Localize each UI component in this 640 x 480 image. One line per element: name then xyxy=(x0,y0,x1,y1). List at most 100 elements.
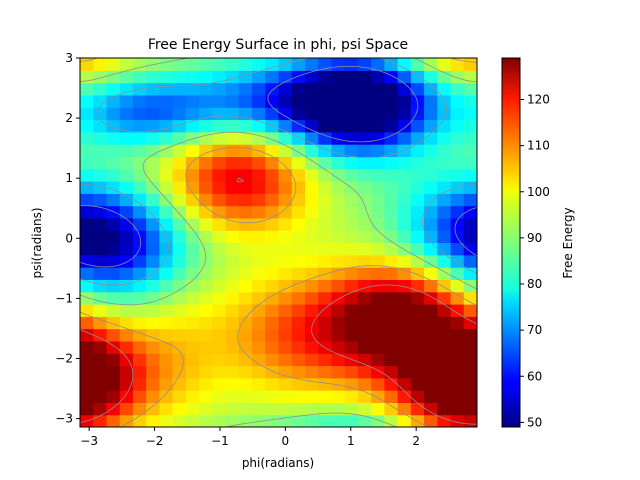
heatmap-cell xyxy=(278,205,293,219)
heatmap-cell xyxy=(119,291,134,305)
heatmap-cell xyxy=(172,156,187,170)
heatmap-cell xyxy=(397,304,412,317)
heatmap-cell xyxy=(212,181,227,194)
heatmap-cell xyxy=(344,58,359,71)
heatmap-cell xyxy=(318,304,333,317)
heatmap-cell xyxy=(185,254,200,268)
heatmap-cell xyxy=(410,267,425,280)
heatmap-cell xyxy=(106,168,121,182)
heatmap-cell xyxy=(384,94,399,108)
heatmap-cell xyxy=(238,340,253,354)
heatmap-cell xyxy=(212,119,227,133)
heatmap-cell xyxy=(106,353,121,367)
heatmap-cell xyxy=(80,193,94,207)
heatmap-cell xyxy=(331,353,346,367)
heatmap-cell xyxy=(331,230,346,244)
heatmap-cell xyxy=(410,217,425,231)
heatmap-cell xyxy=(384,340,399,354)
heatmap-cell xyxy=(238,131,253,145)
colorbar-tick-label: 90 xyxy=(527,231,542,245)
heatmap-cell xyxy=(331,168,346,182)
heatmap-cell xyxy=(252,365,266,379)
heatmap-cell xyxy=(185,390,200,403)
heatmap-cell xyxy=(225,328,240,342)
heatmap-cell xyxy=(291,230,306,244)
heatmap-cell xyxy=(437,365,452,379)
heatmap-cell xyxy=(238,82,253,96)
heatmap-cell xyxy=(225,119,240,133)
heatmap-cell xyxy=(410,131,425,145)
heatmap-cell xyxy=(437,168,452,182)
heatmap-cell xyxy=(80,267,94,280)
heatmap-cell xyxy=(397,340,412,354)
heatmap-cell xyxy=(106,181,121,194)
heatmap-cell xyxy=(437,414,452,427)
heatmap-cell xyxy=(185,316,200,330)
heatmap-cell xyxy=(80,242,94,256)
heatmap-cell xyxy=(106,156,121,170)
x-tick-label: −1 xyxy=(211,434,229,448)
heatmap-cell xyxy=(146,402,160,416)
heatmap-cell xyxy=(424,254,438,268)
heatmap-cell xyxy=(463,254,477,268)
heatmap-cell xyxy=(159,181,174,194)
heatmap-cell xyxy=(80,291,94,305)
heatmap-cell xyxy=(172,316,187,330)
heatmap-cell xyxy=(291,119,306,133)
heatmap-cell xyxy=(463,328,477,342)
heatmap-cell xyxy=(331,58,346,71)
contour-line xyxy=(80,65,477,268)
heatmap-cell xyxy=(252,254,266,268)
heatmap-cell xyxy=(185,144,200,157)
heatmap-cell xyxy=(159,82,174,96)
heatmap-cell xyxy=(80,144,94,157)
heatmap-cell xyxy=(437,242,452,256)
heatmap-cell xyxy=(238,328,253,342)
heatmap-cell xyxy=(146,377,160,391)
heatmap-cell xyxy=(304,107,319,121)
heatmap-cell xyxy=(424,328,438,342)
heatmap-cell xyxy=(146,82,160,96)
heatmap-cell xyxy=(212,193,227,207)
heatmap-cell xyxy=(252,353,266,367)
heatmap-cell xyxy=(252,107,266,121)
heatmap-cell xyxy=(265,414,280,427)
y-axis-ticks: −3 −2 −1 0 1 2 3 xyxy=(55,51,80,426)
heatmap-cell xyxy=(463,181,477,194)
heatmap-cell xyxy=(291,316,306,330)
heatmap-cell xyxy=(437,193,452,207)
heatmap-cell xyxy=(172,365,187,379)
heatmap-cell xyxy=(397,316,412,330)
x-axis-label: phi(radians) xyxy=(242,456,314,470)
heatmap-cell xyxy=(304,70,319,84)
heatmap-cell xyxy=(93,279,108,293)
heatmap-cell xyxy=(265,316,280,330)
heatmap-cell xyxy=(344,193,359,207)
heatmap-cell xyxy=(225,205,240,219)
heatmap-cell xyxy=(410,242,425,256)
heatmap-cell xyxy=(318,119,333,133)
heatmap-cell xyxy=(291,242,306,256)
heatmap-cell xyxy=(410,402,425,416)
heatmap-cell xyxy=(159,390,174,403)
heatmap-cell xyxy=(331,193,346,207)
heatmap-cell xyxy=(397,119,412,133)
heatmap-cell xyxy=(185,217,200,231)
heatmap-cell xyxy=(344,316,359,330)
heatmap-cell xyxy=(238,168,253,182)
heatmap-cell xyxy=(371,82,385,96)
heatmap-cell xyxy=(185,205,200,219)
heatmap-cell xyxy=(278,377,293,391)
heatmap-cell xyxy=(93,291,108,305)
heatmap-cell xyxy=(318,107,333,121)
contour-line xyxy=(80,58,477,427)
heatmap-cell xyxy=(106,82,121,96)
heatmap-cell xyxy=(291,205,306,219)
heatmap-cell xyxy=(357,365,372,379)
heatmap-cell xyxy=(265,365,280,379)
heatmap-cell xyxy=(106,340,121,354)
heatmap-cell xyxy=(132,94,147,108)
heatmap-cell xyxy=(238,230,253,244)
heatmap-cell xyxy=(199,304,213,317)
heatmap-cell xyxy=(371,144,385,157)
